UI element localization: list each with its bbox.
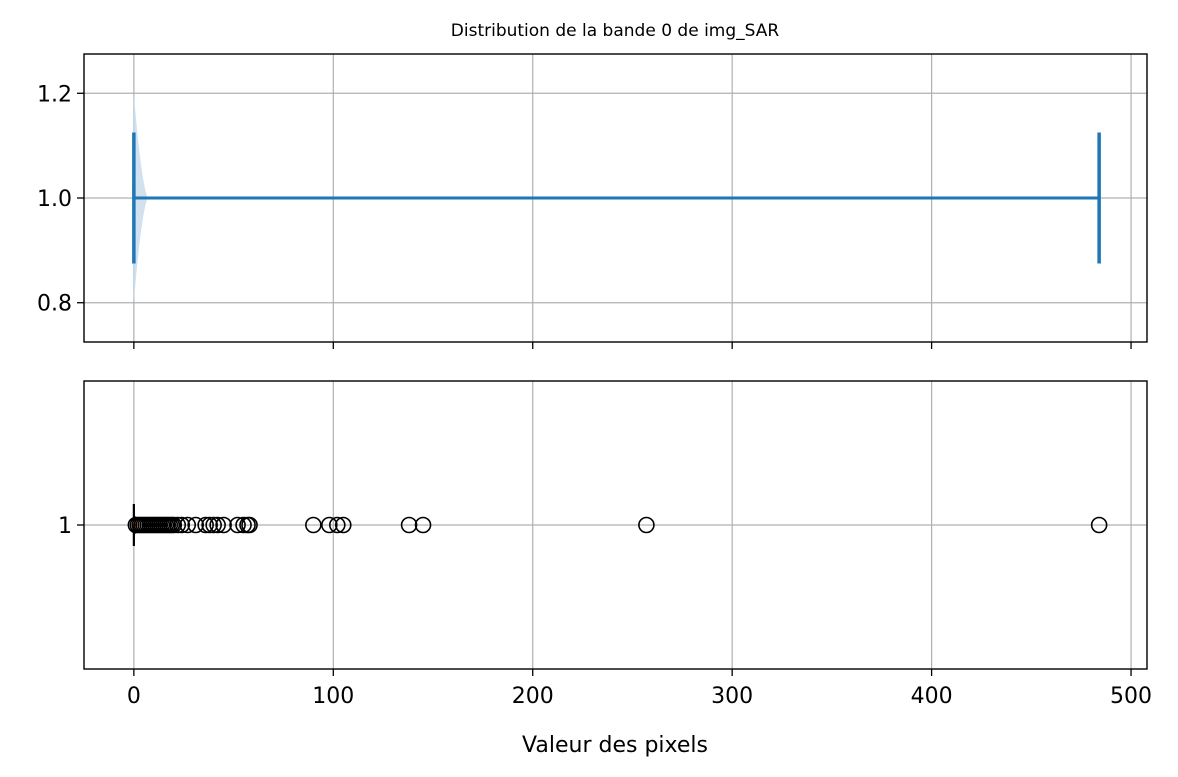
outlier-point (187, 516, 204, 534)
outlier-point (235, 516, 252, 534)
outlier-point (321, 516, 338, 534)
x-tick-label: 300 (711, 684, 753, 709)
outlier-point (638, 516, 655, 534)
outlier-point (205, 516, 222, 534)
outlier-point (179, 516, 197, 534)
outlier-point (241, 516, 258, 534)
top-y-tick-label: 0.8 (37, 292, 72, 317)
outlier-point (169, 516, 187, 534)
boxplot-panel: 0 100 200 300 400 500 1 (58, 380, 1152, 709)
x-tick-label: 400 (911, 684, 953, 709)
outlier-point (215, 516, 232, 534)
boxplot-marks (127, 504, 1108, 546)
outlier-point (1090, 516, 1108, 534)
outlier-point (334, 516, 352, 534)
outlier-point (328, 516, 346, 534)
top-y-tick-label: 1.0 (37, 187, 72, 212)
outlier-point (165, 516, 183, 534)
bottom-ticks: 0 100 200 300 400 500 1 (58, 514, 1152, 709)
x-axis-label: Valeur des pixels (522, 733, 708, 758)
violin-marks (132, 93, 1101, 303)
bottom-y-tick-label: 1 (58, 514, 72, 539)
outlier-point (305, 516, 322, 534)
bottom-grid (84, 381, 1147, 669)
outlier-point (197, 516, 214, 534)
outlier-point (400, 516, 418, 534)
x-tick-label: 0 (127, 684, 141, 709)
outlier-point (414, 516, 432, 534)
violin-panel: 0.8 1.0 1.2 (37, 53, 1148, 349)
outlier-point (209, 516, 226, 534)
outlier-point (201, 516, 218, 534)
outlier-point (173, 516, 191, 534)
top-y-tick-label: 1.2 (37, 82, 72, 107)
x-tick-label: 500 (1110, 684, 1152, 709)
outlier-point (229, 516, 246, 534)
x-tick-label: 100 (312, 684, 354, 709)
x-tick-label: 200 (512, 684, 554, 709)
top-ticks: 0.8 1.0 1.2 (37, 82, 1132, 349)
chart-title: Distribution de la bande 0 de img_SAR (451, 21, 780, 41)
